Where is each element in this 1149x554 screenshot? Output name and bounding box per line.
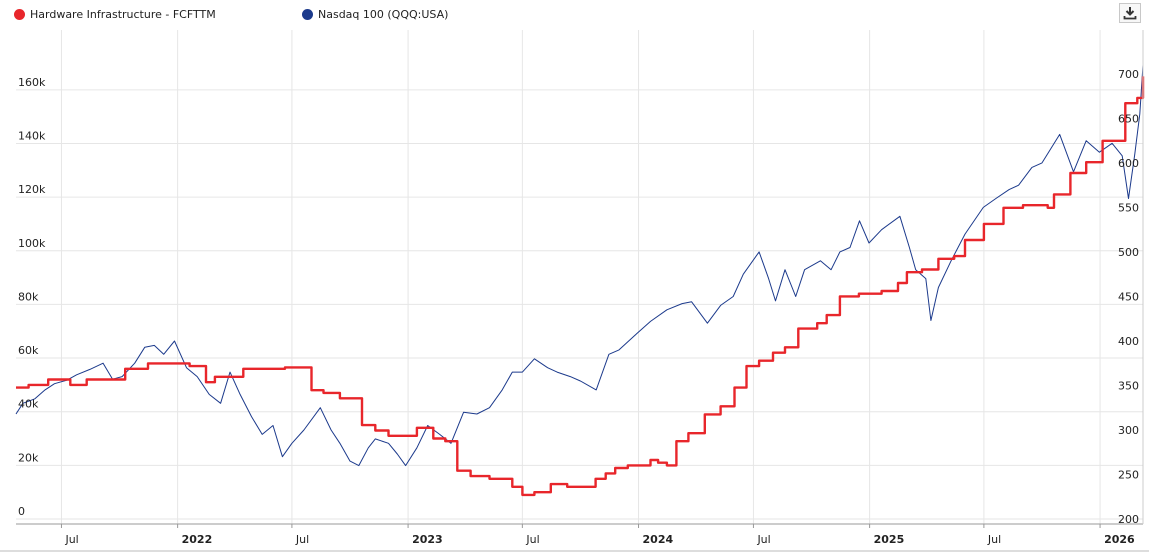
y-left-tick-label: 100k: [18, 237, 46, 250]
y-right-tick-label: 700: [1118, 68, 1139, 81]
x-tick-label: Jul: [295, 533, 309, 546]
x-tick-label: 2023: [412, 533, 443, 546]
series-line-fcfttm: [16, 76, 1145, 497]
chart-axes: 0 20k 40k 60k 80k 100k 120k 140k 160k 200 250 300 35…: [0, 30, 1149, 552]
x-tick-label: Jul: [987, 533, 1001, 546]
x-tick-label: Jul: [756, 533, 770, 546]
y-right-tick-label: 450: [1118, 290, 1139, 303]
legend-label: Nasdaq 100 (QQQ:USA): [318, 8, 449, 21]
series-line-nasdaq: [15, 64, 1144, 467]
y-left-tick-label: 80k: [18, 290, 39, 303]
x-tick-label: Jul: [64, 533, 78, 546]
x-tick-label: 2025: [874, 533, 905, 546]
legend-item-nasdaq[interactable]: Nasdaq 100 (QQQ:USA): [302, 8, 448, 21]
y-right-tick-label: 550: [1118, 201, 1139, 214]
y-left-tick-label: 120k: [18, 183, 46, 196]
x-tick-label: 2026: [1104, 533, 1135, 546]
chart-grid: [16, 30, 1143, 524]
legend-dot-blue: [302, 9, 313, 20]
y-left-tick-label: 140k: [18, 129, 46, 142]
y-right-tick-label: 350: [1118, 379, 1139, 392]
y-left-tick-label: 0: [18, 505, 25, 518]
download-icon: [1123, 7, 1137, 20]
y-left-tick-label: 60k: [18, 344, 39, 357]
x-tick-label: Jul: [525, 533, 539, 546]
y-right-tick-label: 650: [1118, 112, 1139, 125]
y-left-tick-label: 20k: [18, 451, 39, 464]
legend-item-fcfttm[interactable]: Hardware Infrastructure - FCFTTM: [14, 8, 216, 21]
y-right-tick-label: 250: [1118, 468, 1139, 481]
y-right-tick-label: 300: [1118, 424, 1139, 437]
x-tick-label: 2022: [182, 533, 213, 546]
y-right-tick-label: 400: [1118, 335, 1139, 348]
y-left-tick-label: 40k: [18, 398, 39, 411]
y-right-tick-label: 200: [1118, 513, 1139, 526]
y-right-tick-label: 500: [1118, 246, 1139, 259]
legend-dot-red: [14, 9, 25, 20]
x-tick-label: 2024: [643, 533, 674, 546]
chart-series: [15, 64, 1145, 497]
y-right-tick-label: 600: [1118, 157, 1139, 170]
download-button[interactable]: [1119, 3, 1141, 23]
y-left-tick-label: 160k: [18, 76, 46, 89]
legend-label: Hardware Infrastructure - FCFTTM: [30, 8, 216, 21]
